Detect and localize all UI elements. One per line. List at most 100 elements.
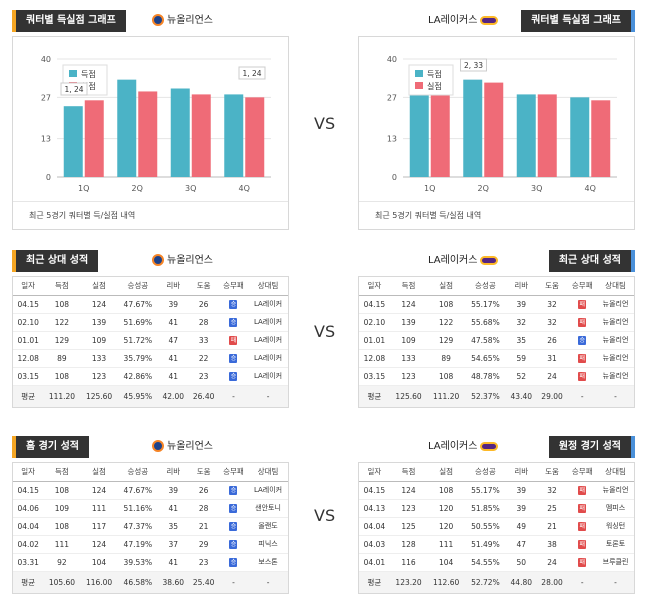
cell-rebounds: 41 (158, 499, 189, 518)
cell-assists: 24 (536, 367, 568, 386)
avg-cell-shooting: 52.72% (464, 571, 506, 593)
y-tick-label: 13 (41, 135, 51, 144)
cell-rebounds: 35 (505, 331, 537, 350)
avg-cell-date: 평균 (13, 571, 44, 593)
cell-result: 승 (567, 331, 598, 350)
y-tick-label: 40 (41, 55, 51, 64)
cell-rebounds: 37 (158, 535, 189, 554)
column-header-score: 득점 (389, 277, 428, 296)
cell-rebounds: 59 (505, 349, 537, 368)
cell-date: 01.01 (359, 331, 390, 350)
loss-badge-icon: 패 (229, 336, 238, 345)
column-header-date: 일자 (13, 277, 44, 296)
avg-cell-conceded: 111.20 (427, 385, 465, 407)
cell-date: 04.06 (13, 499, 44, 518)
y-tick-label: 0 (46, 173, 51, 182)
recent-record-panel-right: LA레이커스 최근 상대 성적 일자 득점 실점 승성공 리바 도움 승무패 상대팀 04.15… (358, 250, 635, 408)
avg-cell-shooting: 45.95% (117, 385, 159, 407)
column-header-score: 득점 (43, 277, 81, 296)
column-header-assists: 도움 (188, 277, 219, 296)
table-header-row: 일자 득점 실점 승성공 리바 도움 승무패 상대팀 (13, 277, 288, 296)
panel-header: LA레이커스 원정 경기 성적 (358, 436, 635, 458)
cell-score: 116 (389, 553, 428, 572)
loss-badge-icon: 패 (578, 300, 587, 309)
pelicans-logo-icon (152, 254, 164, 266)
cell-rebounds: 41 (158, 349, 189, 368)
panel-header: LA레이커스 최근 상대 성적 (358, 250, 635, 272)
cell-shooting: 42.86% (117, 367, 159, 386)
cell-result: 승 (218, 535, 249, 554)
column-header-opponent: 상대팀 (248, 277, 288, 296)
cell-result: 승 (218, 481, 249, 500)
score-bar (516, 94, 536, 177)
x-tick-label: 2Q (478, 184, 489, 193)
table-row: 04.01 116 104 54.55% 50 24 패 브루클린 (359, 553, 634, 572)
cell-conceded: 109 (80, 331, 118, 350)
cell-assists: 38 (536, 535, 568, 554)
cell-conceded: 120 (427, 499, 465, 518)
win-badge-icon: 승 (229, 522, 238, 531)
cell-opponent: 뉴올리언 (597, 313, 634, 332)
table-row: 04.06 109 111 51.16% 41 28 승 샌안토니 (13, 499, 288, 518)
cell-assists: 23 (188, 367, 219, 386)
cell-shooting: 47.19% (117, 535, 159, 554)
cell-score: 108 (43, 295, 81, 314)
lakers-logo-icon (480, 15, 499, 25)
conceded-bar (430, 88, 450, 177)
team-name: LA레이커스 (428, 441, 478, 452)
legend-conceded: 실점 (81, 81, 96, 91)
x-tick-label: 2Q (132, 184, 143, 193)
chart-note: 최근 5경기 쿼터별 득/실점 내역 (13, 201, 288, 229)
win-badge-icon: 승 (229, 486, 238, 495)
annotation-label: 2, 33 (464, 61, 483, 70)
win-badge-icon: 승 (229, 372, 238, 381)
avg-cell-opponent: - (597, 385, 634, 407)
score-bar (224, 94, 244, 177)
avg-cell-opponent: - (248, 385, 288, 407)
cell-date: 04.04 (13, 517, 44, 536)
avg-cell-result: - (218, 571, 249, 593)
team-label: LA레이커스 (428, 436, 499, 458)
stats-table: 일자 득점 실점 승성공 리바 도움 승무패 상대팀 04.15 108 124 47.67% 39 26… (13, 463, 288, 593)
cell-result: 패 (567, 367, 598, 386)
cell-opponent: 브루클린 (597, 553, 634, 572)
table-header-row: 일자 득점 실점 승성공 리바 도움 승무패 상대팀 (359, 463, 634, 482)
table-row: 04.15 124 108 55.17% 39 32 패 뉴올리언 (359, 295, 634, 314)
cell-shooting: 47.67% (117, 481, 159, 500)
cell-date: 04.15 (359, 481, 390, 500)
cell-rebounds: 39 (505, 499, 537, 518)
home-record-panel: 홈 경기 성적 뉴올리언스 일자 득점 실점 승성공 리바 도움 승무패 상대팀 04.15 10… (12, 436, 289, 594)
table-row: 12.08 89 133 35.79% 41 22 승 LA레이커 (13, 349, 288, 368)
recent-record-panel-left: 최근 상대 성적 뉴올리언스 일자 득점 실점 승성공 리바 도움 승무패 상대팀 04.15 1… (12, 250, 289, 408)
cell-assists: 21 (536, 517, 568, 536)
cell-result: 패 (567, 499, 598, 518)
column-header-rebounds: 리바 (158, 277, 189, 296)
panel-title: 최근 상대 성적 (12, 250, 99, 272)
column-header-date: 일자 (359, 277, 390, 296)
team-name: 뉴올리언스 (167, 15, 213, 26)
pelicans-logo-icon (152, 14, 164, 26)
cell-score: 109 (43, 499, 81, 518)
cell-opponent: LA레이커 (248, 349, 288, 368)
chart-box: 0 13 27 40 1Q 2Q 3Q 4Q 득점 실점 2, 33 최근 5경기 쿼터별 득/실점… (358, 36, 635, 230)
cell-assists: 22 (188, 349, 219, 368)
cell-opponent: LA레이커 (248, 367, 288, 386)
cell-score: 108 (43, 481, 81, 500)
panel-header: 쿼터별 득실점 그래프 뉴올리언스 (12, 10, 289, 32)
cell-opponent: 피닉스 (248, 535, 288, 554)
column-header-rebounds: 리바 (505, 463, 537, 482)
avg-cell-date: 평균 (359, 571, 390, 593)
panel-header: 최근 상대 성적 뉴올리언스 (12, 250, 289, 272)
cell-conceded: 124 (80, 295, 118, 314)
avg-cell-score: 111.20 (43, 385, 81, 407)
cell-assists: 29 (188, 535, 219, 554)
cell-rebounds: 35 (158, 517, 189, 536)
table-row: 03.15 108 123 42.86% 41 23 승 LA레이커 (13, 367, 288, 386)
annotation-box (60, 82, 88, 96)
column-header-conceded: 실점 (80, 277, 118, 296)
loss-badge-icon: 패 (578, 318, 587, 327)
x-tick-label: 4Q (585, 184, 596, 193)
y-tick-label: 27 (41, 93, 51, 102)
table-row: 02.10 122 139 51.69% 41 28 승 LA레이커 (13, 313, 288, 332)
